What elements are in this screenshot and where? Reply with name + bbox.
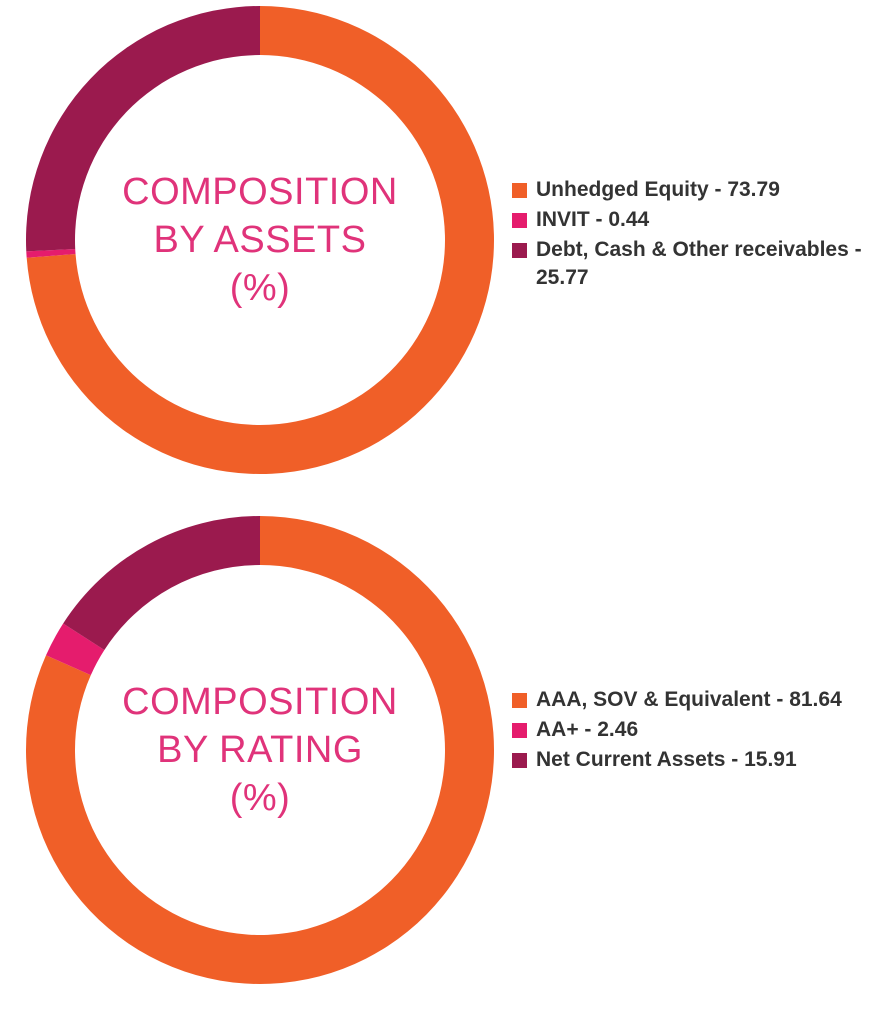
legend-label-aa-plus: AA+ - 2.46: [536, 718, 639, 741]
donut-slice-invit: [26, 248, 76, 258]
legend-item-debt-cash: Debt, Cash & Other receivables - 25.77: [512, 236, 872, 292]
rating-legend: AAA, SOV & Equivalent - 81.64 AA+ - 2.46…: [512, 686, 872, 776]
assets-title-line-2: BY ASSETS: [153, 219, 367, 261]
legend-label-aaa-sov: AAA, SOV & Equivalent - 81.64: [536, 688, 842, 711]
assets-center-title: COMPOSITION BY ASSETS (%): [100, 0, 420, 480]
legend-item-unhedged-equity: Unhedged Equity - 73.79: [512, 176, 872, 204]
legend-label-invit: INVIT - 0.44: [536, 208, 650, 231]
legend-swatch-aaa-sov: [512, 693, 527, 708]
legend-swatch-net-current-assets: [512, 753, 527, 768]
rating-composition-chart: COMPOSITION BY RATING (%) AAA, SOV & Equ…: [0, 510, 878, 990]
rating-title-line-2: BY RATING: [157, 729, 363, 771]
assets-composition-chart: COMPOSITION BY ASSETS (%) Unhedged Equit…: [0, 0, 878, 480]
legend-label-unhedged-equity: Unhedged Equity - 73.79: [536, 178, 780, 201]
legend-swatch-invit: [512, 213, 527, 228]
rating-donut: [25, 516, 494, 984]
legend-item-invit: INVIT - 0.44: [512, 206, 872, 234]
assets-title-line-1: COMPOSITION: [122, 171, 398, 213]
legend-item-aaa-sov: AAA, SOV & Equivalent - 81.64: [512, 686, 872, 714]
legend-label-net-current-assets: Net Current Assets - 15.91: [536, 748, 797, 771]
rating-center-title: COMPOSITION BY RATING (%): [100, 510, 420, 990]
legend-label-debt-cash: Debt, Cash & Other receivables - 25.77: [536, 238, 862, 289]
legend-item-aa-plus: AA+ - 2.46: [512, 716, 872, 744]
assets-donut: [25, 6, 495, 475]
assets-legend: Unhedged Equity - 73.79 INVIT - 0.44 Deb…: [512, 176, 872, 294]
donut-slice-net-current-assets: [63, 516, 260, 650]
legend-swatch-debt-cash: [512, 243, 527, 258]
donut-slice-debt-cash-other-receivables: [25, 6, 260, 252]
donut-slice-aa: [46, 623, 105, 676]
rating-title-line-1: COMPOSITION: [122, 681, 398, 723]
rating-title-line-3: (%): [229, 777, 291, 819]
legend-swatch-unhedged-equity: [512, 183, 527, 198]
legend-swatch-aa-plus: [512, 723, 527, 738]
legend-item-net-current-assets: Net Current Assets - 15.91: [512, 746, 872, 774]
assets-title-line-3: (%): [229, 267, 291, 309]
